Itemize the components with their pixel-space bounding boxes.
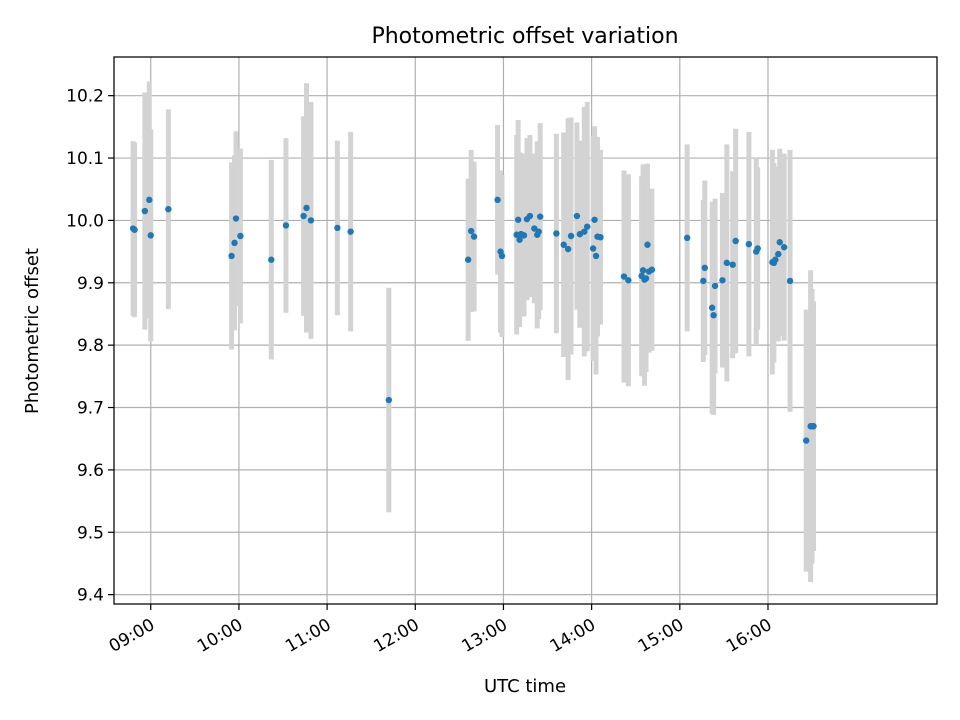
data-point <box>514 216 522 223</box>
data-point <box>786 277 794 285</box>
data-point <box>729 261 736 268</box>
x-tick-label: 10:00 <box>194 615 246 657</box>
errorbars <box>130 81 817 583</box>
data-point <box>303 204 310 212</box>
data-point <box>719 277 726 284</box>
data-point <box>711 282 719 290</box>
data-point <box>644 241 651 248</box>
data-point <box>776 239 783 246</box>
x-tick-label: 14:00 <box>547 615 599 657</box>
data-point <box>564 245 572 253</box>
y-tick-label: 9.8 <box>77 336 104 356</box>
data-point <box>573 212 581 220</box>
data-point <box>282 222 290 229</box>
data-point <box>147 232 154 239</box>
data-point <box>494 196 501 204</box>
y-tick-label: 9.5 <box>77 523 104 543</box>
data-points <box>129 196 817 444</box>
data-point <box>131 226 138 233</box>
data-point <box>754 245 761 252</box>
data-point <box>639 267 647 274</box>
x-tick-label: 13:00 <box>459 615 511 657</box>
data-point <box>567 232 575 240</box>
data-point <box>232 215 240 222</box>
data-point <box>228 252 235 260</box>
data-point <box>745 240 753 248</box>
x-axis-label: UTC time <box>484 676 566 697</box>
y-tick-label: 10.2 <box>66 87 104 107</box>
chart-title: Photometric offset variation <box>371 24 678 49</box>
data-point <box>146 196 153 204</box>
y-tick-label: 10.0 <box>66 211 104 231</box>
data-point <box>237 232 244 240</box>
y-tick-label: 9.6 <box>77 461 104 481</box>
x-tick-label: 12:00 <box>370 615 422 657</box>
data-point <box>560 241 567 248</box>
x-tick-label: 09:00 <box>106 615 158 657</box>
data-point <box>780 244 788 251</box>
data-point <box>723 259 731 267</box>
data-point <box>464 256 472 263</box>
data-point <box>584 223 591 230</box>
data-point <box>810 423 817 430</box>
data-point <box>683 234 691 242</box>
data-point <box>648 266 656 273</box>
data-point <box>165 205 172 213</box>
data-point <box>347 228 354 235</box>
x-axis-ticks: 09:00 10:00 11:00 12:00 13:00 14:00 15:00 16:00 <box>106 604 775 657</box>
data-point <box>642 275 650 282</box>
x-tick-label: 11:00 <box>282 615 334 657</box>
y-tick-label: 9.7 <box>77 399 104 419</box>
data-point <box>334 224 341 232</box>
data-point <box>516 236 523 243</box>
x-tick-label: 16:00 <box>723 615 775 657</box>
y-tick-label: 9.9 <box>77 274 104 294</box>
data-point <box>620 273 628 280</box>
data-point <box>597 234 604 241</box>
data-point <box>700 277 707 285</box>
data-point <box>732 237 739 245</box>
data-point <box>467 227 475 235</box>
data-point <box>591 216 598 223</box>
data-point <box>526 212 534 220</box>
data-point <box>775 250 782 258</box>
data-point <box>772 256 779 263</box>
data-point <box>498 252 506 260</box>
data-point <box>592 252 600 260</box>
data-point <box>803 437 810 444</box>
y-axis-label: Photometric offset <box>22 248 43 414</box>
data-point <box>589 245 597 252</box>
data-point <box>141 207 149 215</box>
y-tick-label: 10.1 <box>66 149 104 169</box>
data-point <box>701 264 708 272</box>
data-point <box>300 212 307 220</box>
data-point <box>536 213 544 220</box>
data-point <box>470 233 478 240</box>
data-point <box>385 396 393 404</box>
data-point <box>535 228 542 235</box>
data-point <box>268 256 275 263</box>
data-point <box>231 239 238 247</box>
data-point <box>710 312 717 319</box>
data-point <box>625 277 632 284</box>
data-point <box>708 304 716 311</box>
x-tick-label: 15:00 <box>635 615 687 657</box>
plot-frame <box>113 56 938 605</box>
data-point <box>307 217 315 224</box>
y-tick-label: 9.4 <box>77 586 104 606</box>
y-axis-ticks: 9.4 9.5 9.6 9.7 9.8 9.9 10.0 10.1 10.2 <box>66 87 114 606</box>
data-point <box>520 232 528 239</box>
data-point <box>581 228 588 235</box>
data-point <box>553 230 560 237</box>
